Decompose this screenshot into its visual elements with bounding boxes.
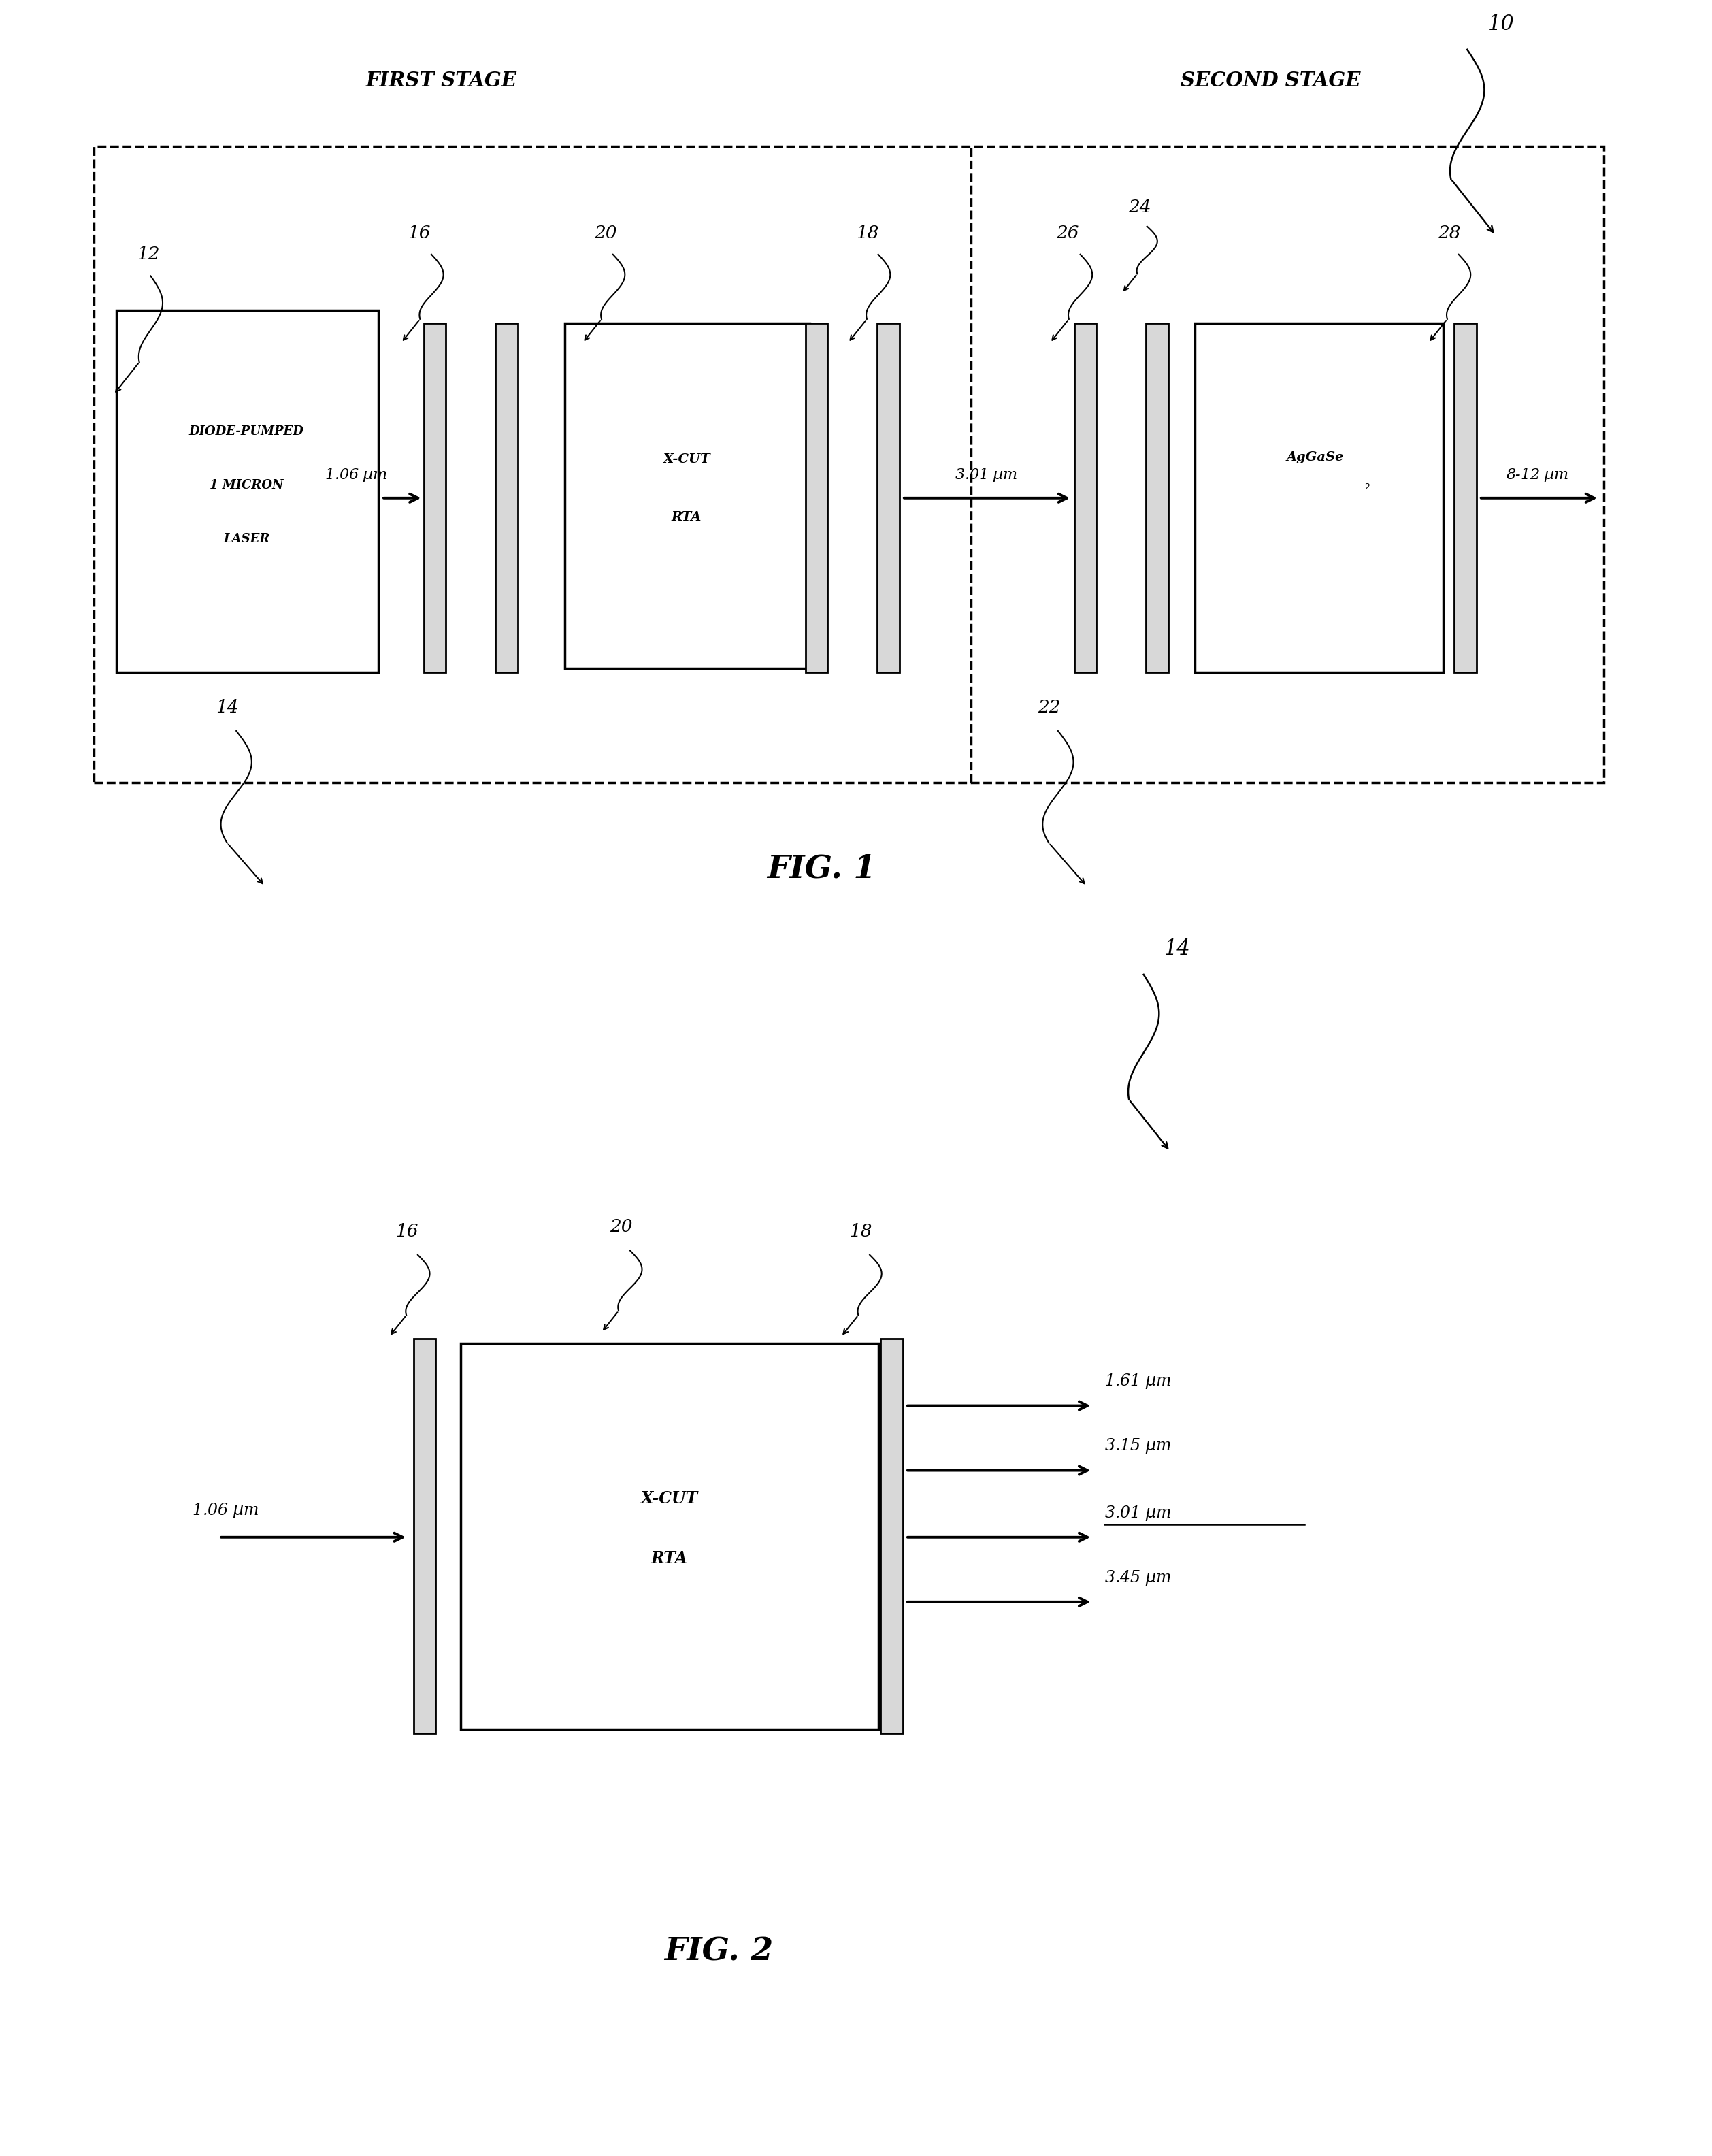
Text: SECOND STAGE: SECOND STAGE — [1180, 71, 1361, 91]
Text: X-CUT: X-CUT — [640, 1490, 698, 1507]
Text: 20: 20 — [609, 1218, 632, 1235]
Text: 14: 14 — [1164, 938, 1190, 959]
Text: 14: 14 — [216, 699, 238, 716]
Text: 1.06 $\mu$m: 1.06 $\mu$m — [325, 466, 387, 483]
Text: 3.45 $\mu$m: 3.45 $\mu$m — [1104, 1567, 1171, 1587]
FancyBboxPatch shape — [1147, 323, 1169, 673]
FancyBboxPatch shape — [496, 323, 519, 673]
Text: 18: 18 — [849, 1222, 871, 1240]
FancyBboxPatch shape — [806, 323, 829, 673]
Text: 26: 26 — [1056, 224, 1079, 241]
Text: 22: 22 — [1037, 699, 1060, 716]
Text: LASER: LASER — [223, 533, 270, 545]
FancyBboxPatch shape — [1075, 323, 1097, 673]
FancyBboxPatch shape — [1455, 323, 1477, 673]
Text: 18: 18 — [856, 224, 878, 241]
Text: $_{2}$: $_{2}$ — [1364, 479, 1371, 492]
Text: FIG. 1: FIG. 1 — [767, 854, 877, 884]
Text: 3.15 $\mu$m: 3.15 $\mu$m — [1104, 1436, 1171, 1455]
Text: RTA: RTA — [651, 1550, 688, 1567]
FancyBboxPatch shape — [414, 1339, 435, 1733]
Text: AgGaSe: AgGaSe — [1286, 451, 1344, 464]
Text: RTA: RTA — [671, 511, 702, 524]
FancyBboxPatch shape — [565, 323, 810, 668]
Text: 28: 28 — [1438, 224, 1460, 241]
Text: 20: 20 — [594, 224, 616, 241]
FancyBboxPatch shape — [1195, 323, 1443, 673]
FancyBboxPatch shape — [116, 310, 378, 673]
Text: FIRST STAGE: FIRST STAGE — [366, 71, 517, 91]
Text: 12: 12 — [137, 246, 159, 263]
Text: 24: 24 — [1128, 198, 1150, 216]
Text: 3.01 $\mu$m: 3.01 $\mu$m — [955, 466, 1017, 483]
Text: DIODE-PUMPED: DIODE-PUMPED — [188, 425, 305, 438]
Text: 1 MICRON: 1 MICRON — [209, 479, 284, 492]
Text: 10: 10 — [1488, 13, 1513, 34]
FancyBboxPatch shape — [878, 323, 901, 673]
Text: FIG. 2: FIG. 2 — [664, 1936, 774, 1966]
Text: 1.06 $\mu$m: 1.06 $\mu$m — [192, 1501, 259, 1520]
FancyBboxPatch shape — [882, 1339, 904, 1733]
Text: 3.01 $\mu$m: 3.01 $\mu$m — [1104, 1503, 1171, 1522]
FancyBboxPatch shape — [461, 1343, 878, 1729]
Text: 8-12 $\mu$m: 8-12 $\mu$m — [1507, 466, 1568, 483]
Text: 16: 16 — [407, 224, 430, 241]
Text: 1.61 $\mu$m: 1.61 $\mu$m — [1104, 1371, 1171, 1391]
FancyBboxPatch shape — [425, 323, 445, 673]
Text: 16: 16 — [395, 1222, 418, 1240]
Text: X-CUT: X-CUT — [663, 453, 710, 466]
